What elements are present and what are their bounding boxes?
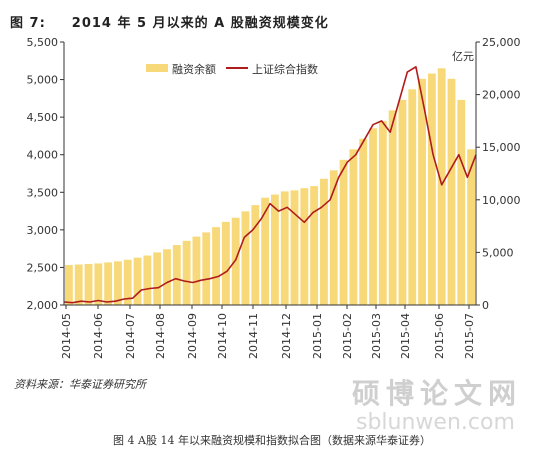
legend-bar-swatch <box>146 64 168 72</box>
financing-bar <box>300 188 309 305</box>
source-note: 资料来源：华泰证券研究所 <box>14 378 146 391</box>
financing-bar <box>457 99 466 305</box>
financing-bar <box>398 99 407 305</box>
x-tick-label: 2015-02 <box>341 313 354 359</box>
x-tick-label: 2015-04 <box>399 313 412 359</box>
financing-bar <box>270 194 279 305</box>
left-tick-label: 4,000 <box>27 149 59 162</box>
financing-bar <box>123 259 132 305</box>
financing-bar <box>339 159 348 305</box>
left-tick-label: 5,000 <box>27 74 59 87</box>
right-tick-label: 0 <box>482 299 489 312</box>
financing-bar <box>388 110 397 305</box>
financing-bar <box>143 255 152 305</box>
x-tick-label: 2015-01 <box>311 313 324 359</box>
financing-bar <box>427 73 436 305</box>
x-tick-label: 2014-12 <box>280 313 293 359</box>
financing-bar <box>231 217 240 305</box>
financing-bar <box>182 240 191 305</box>
left-tick-label: 2,500 <box>27 261 59 274</box>
financing-balance-bars <box>64 68 476 306</box>
financing-bar <box>212 227 220 305</box>
financing-bar <box>349 149 358 305</box>
legend-bar-label: 融资余额 <box>172 62 216 76</box>
x-tick-label: 2014-06 <box>92 313 105 359</box>
financing-bar <box>221 221 230 305</box>
right-axis-unit: 亿元 <box>452 50 474 63</box>
x-tick-label: 2014-05 <box>60 313 73 359</box>
financing-bar <box>153 252 162 305</box>
left-tick-label: 2,000 <box>27 299 59 312</box>
x-tick-label: 2014-07 <box>124 313 137 359</box>
financing-bar <box>329 170 338 305</box>
financing-bar <box>280 191 289 305</box>
x-tick-label: 2014-11 <box>247 313 260 359</box>
right-tick-label: 25,000 <box>482 36 521 49</box>
left-tick-label: 4,500 <box>27 111 59 124</box>
financing-bar <box>467 149 476 305</box>
financing-bar <box>114 261 122 305</box>
financing-bar <box>64 265 73 305</box>
axes: 2,000 2,500 3,000 3,500 4,000 4,500 5,000 5,500… <box>27 36 521 359</box>
index-line <box>63 66 477 304</box>
x-tick-label: 2015-03 <box>370 313 383 359</box>
financing-bar <box>290 190 299 305</box>
financing-bar <box>447 78 456 305</box>
x-tick-label: 2015-06 <box>433 313 446 359</box>
financing-bar <box>104 262 113 305</box>
figure-title: 图 7: 2014 年 5 月以来的 A 股融资规模变化 <box>10 12 329 31</box>
figure-label: 图 7: <box>10 16 46 31</box>
right-tick-label: 10,000 <box>482 194 521 207</box>
financing-bar <box>251 205 260 305</box>
financing-bar <box>310 186 319 305</box>
x-tick-label: 2014-08 <box>154 313 167 359</box>
right-tick-label: 20,000 <box>482 89 521 102</box>
financing-bar <box>408 89 417 305</box>
financing-bar <box>172 245 181 305</box>
watermark-english: sblunwen.com <box>356 410 515 435</box>
financing-bar <box>359 138 368 305</box>
financing-bar <box>74 264 83 305</box>
right-tick-label: 15,000 <box>482 141 521 154</box>
financing-bar <box>320 178 328 305</box>
financing-bar <box>163 249 171 305</box>
right-tick-label: 5,000 <box>482 246 514 259</box>
financing-bar <box>369 128 377 305</box>
financing-bar <box>378 120 387 306</box>
legend-line-label: 上证综合指数 <box>252 62 318 76</box>
financing-bar <box>94 263 103 305</box>
financing-bar <box>84 263 93 305</box>
left-tick-label: 3,000 <box>27 224 59 237</box>
legend: 融资余额 上证综合指数 <box>146 62 318 76</box>
x-tick-label: 2014-10 <box>216 313 229 359</box>
financing-bar <box>261 197 270 305</box>
left-tick-label: 5,500 <box>27 36 59 49</box>
financing-bar <box>437 68 446 305</box>
financing-bar <box>202 232 211 305</box>
x-tick-label: 2014-09 <box>186 313 199 359</box>
x-tick-label: 2015-07 <box>463 313 476 359</box>
financing-bar <box>133 257 142 305</box>
left-tick-label: 3,500 <box>27 186 59 199</box>
financing-bar <box>241 211 250 305</box>
watermark-chinese: 硕博论文网 <box>352 377 523 410</box>
financing-bar <box>418 78 426 305</box>
financing-bar <box>192 236 201 305</box>
figure-caption: 图 4 A股 14 年以来融资规模和指数拟合图（数据来源华泰证券） <box>113 434 431 447</box>
figure-title-text: 2014 年 5 月以来的 A 股融资规模变化 <box>71 16 329 31</box>
index-line-group <box>63 66 477 304</box>
